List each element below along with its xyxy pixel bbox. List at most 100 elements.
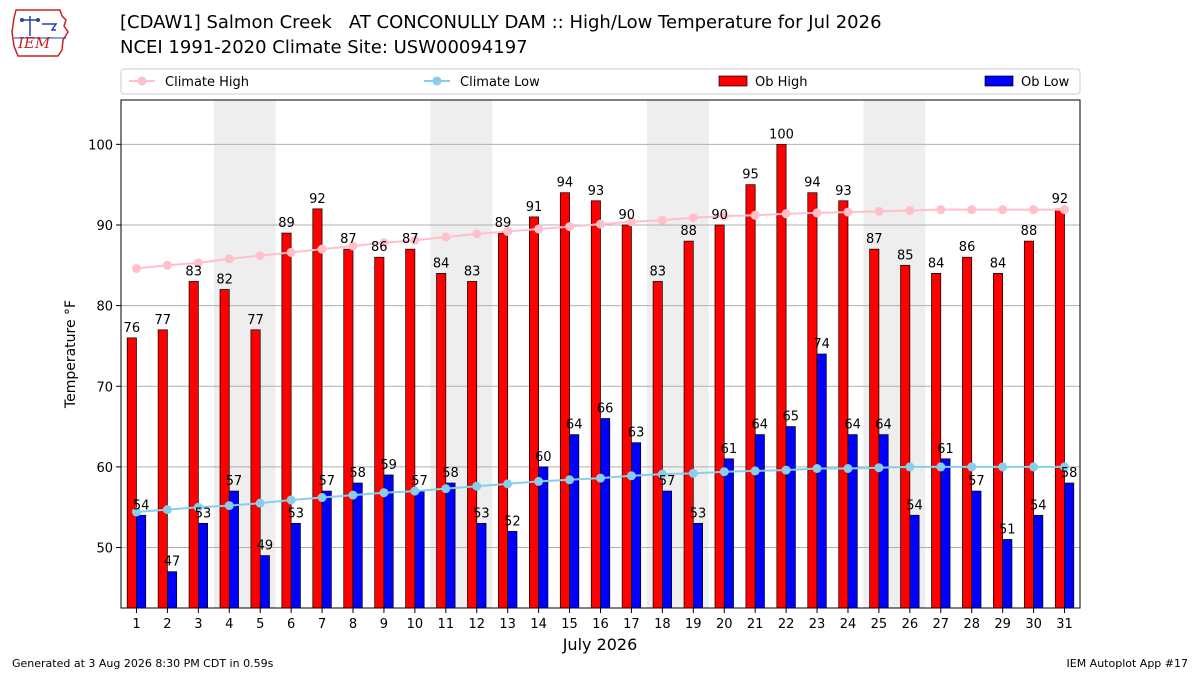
x-tick-label: 8 bbox=[349, 617, 357, 632]
ob-high-label: 88 bbox=[1021, 224, 1038, 239]
climate-high-point bbox=[410, 235, 420, 245]
ob-high-bar bbox=[931, 273, 942, 609]
ob-high-bar bbox=[559, 192, 570, 609]
x-tick-label: 7 bbox=[318, 617, 326, 632]
y-tick-label: 90 bbox=[96, 219, 113, 234]
ob-low-bar bbox=[259, 555, 270, 609]
ob-low-label: 53 bbox=[690, 506, 707, 521]
ob-low-bar bbox=[754, 434, 765, 609]
climate-high-point bbox=[596, 219, 605, 229]
climate-high-point bbox=[1029, 205, 1039, 215]
climate-low-point bbox=[781, 465, 791, 475]
ob-low-label: 53 bbox=[288, 506, 305, 521]
x-tick-label: 22 bbox=[778, 617, 795, 632]
x-axis-label: July 2026 bbox=[562, 635, 638, 654]
ob-high-bar bbox=[126, 337, 137, 609]
y-tick-label: 70 bbox=[96, 380, 113, 395]
climate-high-point bbox=[719, 211, 729, 221]
ob-high-label: 76 bbox=[124, 321, 141, 336]
ob-high-label: 84 bbox=[990, 256, 1007, 271]
ob-high-label: 85 bbox=[897, 248, 914, 263]
ob-low-bar bbox=[785, 426, 796, 609]
climate-low-point bbox=[843, 464, 853, 474]
ob-high-label: 94 bbox=[557, 176, 574, 191]
x-tick-label: 25 bbox=[871, 617, 888, 632]
x-tick-label: 21 bbox=[747, 617, 764, 632]
ob-high-label: 92 bbox=[1052, 192, 1069, 207]
ob-high-label: 92 bbox=[309, 192, 326, 207]
x-tick-label: 19 bbox=[685, 617, 702, 632]
x-tick-label: 15 bbox=[561, 617, 578, 632]
climate-low-legend-label: Climate Low bbox=[460, 75, 540, 90]
generated-timestamp: Generated at 3 Aug 2026 8:30 PM CDT in 0… bbox=[12, 657, 274, 670]
ob-high-bar bbox=[1023, 240, 1034, 609]
x-tick-label: 29 bbox=[994, 617, 1011, 632]
ob-high-label: 100 bbox=[769, 127, 794, 142]
climate-low-point bbox=[379, 488, 389, 498]
ob-high-bar bbox=[621, 224, 632, 609]
ob-low-bar bbox=[136, 514, 147, 609]
climate-high-legend-label: Climate High bbox=[165, 75, 249, 90]
climate-low-point bbox=[410, 486, 420, 496]
ob-low-label: 58 bbox=[1061, 466, 1078, 481]
y-tick-label: 50 bbox=[96, 542, 113, 557]
ob-high-bar bbox=[281, 232, 292, 609]
climate-low-point bbox=[1060, 462, 1070, 472]
climate-high-point bbox=[441, 232, 451, 242]
climate-high-point bbox=[781, 209, 791, 219]
climate-lines bbox=[131, 205, 1070, 517]
ob-low-label: 49 bbox=[257, 539, 274, 554]
climate-low-point bbox=[131, 507, 141, 517]
climate-high-point bbox=[286, 247, 296, 257]
ob-high-bar bbox=[807, 192, 818, 609]
ob-high-label: 87 bbox=[402, 232, 419, 247]
iem-logo bbox=[11, 9, 69, 57]
climate-high-point bbox=[317, 244, 327, 254]
ob-high-bar bbox=[312, 208, 323, 609]
ob-low-bar bbox=[662, 490, 673, 609]
ob-low-bar bbox=[538, 466, 549, 609]
ob-low-bar bbox=[414, 490, 425, 609]
climate-low-point bbox=[162, 505, 172, 515]
climate-high-point bbox=[193, 258, 203, 268]
ob-low-bar bbox=[971, 490, 982, 609]
ob-low-label: 57 bbox=[968, 474, 985, 489]
ob-low-label: 54 bbox=[906, 498, 923, 513]
climate-low-point bbox=[874, 463, 884, 473]
climate-high-legend-marker bbox=[137, 76, 147, 86]
ob-low-bar bbox=[167, 571, 178, 609]
climate-low-point bbox=[317, 493, 327, 503]
climate-high-point bbox=[1060, 205, 1070, 215]
ob-high-label: 86 bbox=[371, 240, 388, 255]
ob-low-bar bbox=[631, 442, 642, 609]
climate-high-point bbox=[162, 260, 172, 270]
ob-high-bar bbox=[498, 232, 509, 609]
x-tick-label: 23 bbox=[809, 617, 826, 632]
ob-low-bar bbox=[1064, 482, 1075, 609]
x-tick-label: 2 bbox=[163, 617, 171, 632]
iem-logo-text: IEM bbox=[18, 34, 51, 52]
climate-high-point bbox=[905, 205, 915, 215]
x-tick-label: 17 bbox=[623, 617, 640, 632]
ob-low-label: 53 bbox=[473, 506, 490, 521]
y-tick-label: 60 bbox=[96, 461, 113, 476]
ob-low-label: 66 bbox=[597, 402, 614, 417]
climate-high-point bbox=[688, 213, 698, 223]
x-tick-label: 9 bbox=[380, 617, 388, 632]
ob-high-bar bbox=[745, 184, 756, 609]
ob-low-bar bbox=[847, 434, 858, 609]
climate-low-point bbox=[224, 501, 234, 511]
ob-low-bar bbox=[816, 353, 827, 609]
climate-high-point bbox=[626, 217, 636, 227]
climate-low-point bbox=[750, 466, 760, 476]
ob-low-label: 52 bbox=[504, 514, 521, 529]
ob-high-bar bbox=[188, 281, 199, 609]
x-tick-label: 30 bbox=[1025, 617, 1042, 632]
climate-high-point bbox=[224, 254, 234, 264]
ob-low-label: 64 bbox=[566, 418, 583, 433]
climate-high-point bbox=[565, 222, 575, 232]
ob-high-label: 83 bbox=[185, 264, 202, 279]
climate-low-point bbox=[688, 468, 698, 478]
x-tick-label: 16 bbox=[592, 617, 609, 632]
ob-low-label: 57 bbox=[659, 474, 676, 489]
